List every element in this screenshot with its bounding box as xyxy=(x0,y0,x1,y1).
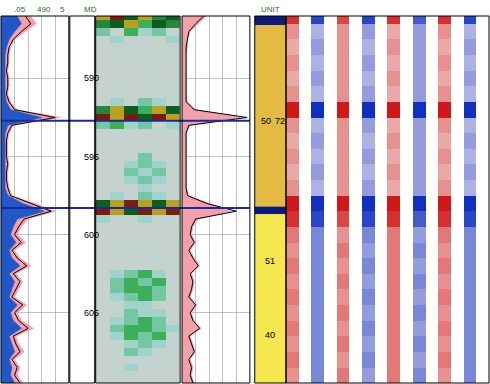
svg-text:MD: MD xyxy=(84,5,97,14)
svg-text:51: 51 xyxy=(265,256,275,266)
svg-text:UNIT: UNIT xyxy=(261,5,280,14)
svg-text:50: 50 xyxy=(261,116,271,126)
svg-text:40: 40 xyxy=(265,330,275,340)
svg-text:490: 490 xyxy=(37,5,51,14)
svg-text:605: 605 xyxy=(84,308,99,318)
svg-text:590: 590 xyxy=(84,73,99,83)
svg-text:72: 72 xyxy=(275,116,285,126)
svg-text:595: 595 xyxy=(84,152,99,162)
svg-text:5: 5 xyxy=(60,5,65,14)
svg-text:.05: .05 xyxy=(14,5,26,14)
svg-text:600: 600 xyxy=(84,230,99,240)
